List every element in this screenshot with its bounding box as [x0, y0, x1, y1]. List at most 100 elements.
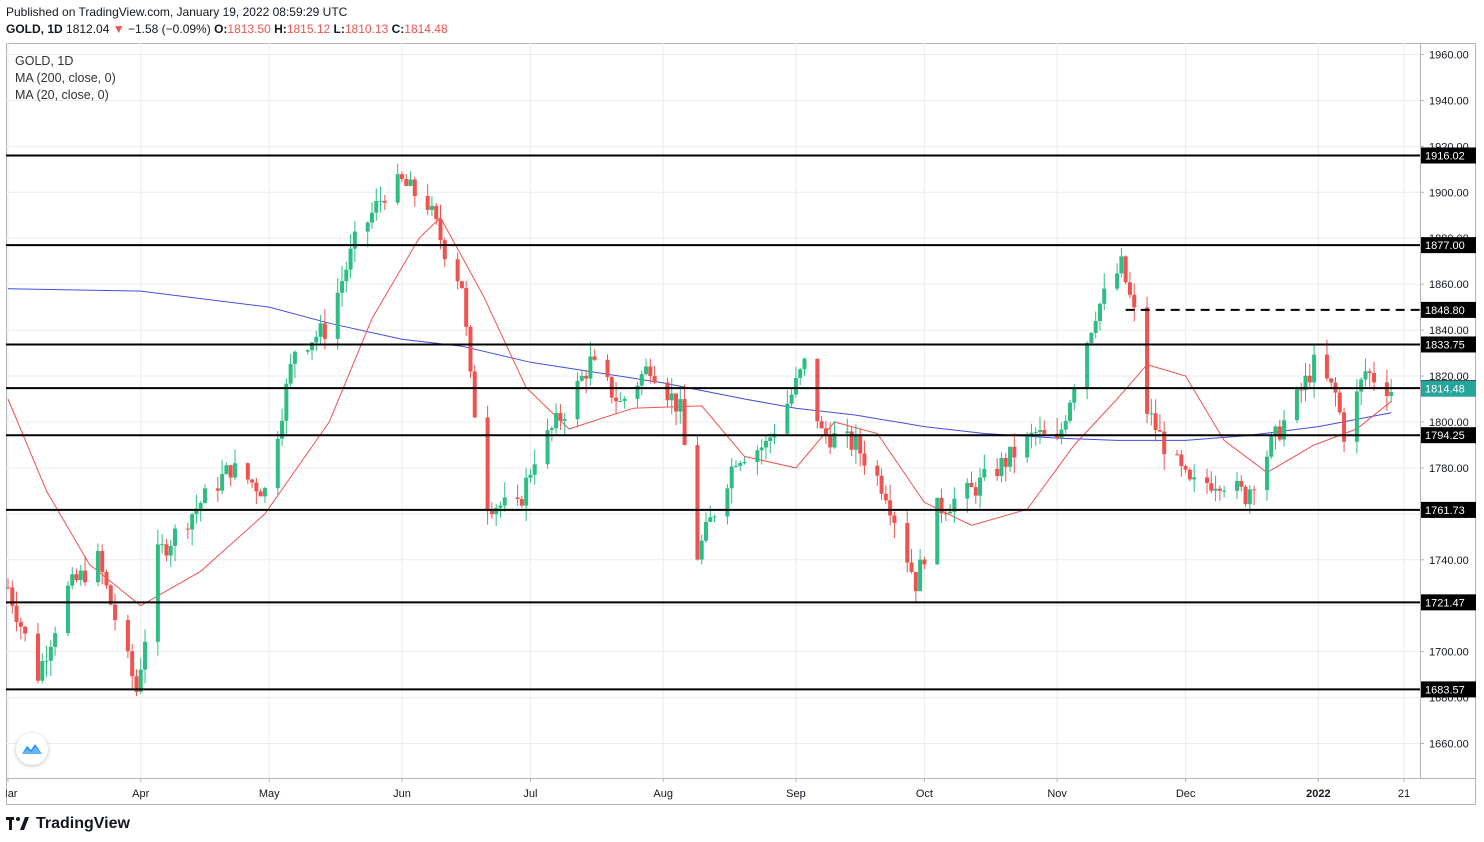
candle-down: [412, 179, 417, 196]
candle-down: [515, 497, 520, 500]
candle-up: [48, 646, 53, 661]
candle-down: [995, 468, 1000, 476]
x-tick-label: Dec: [1176, 788, 1196, 800]
footer-brand-label: TradingView: [36, 815, 130, 832]
candle-down: [558, 413, 563, 421]
candle-down: [1277, 426, 1282, 440]
candle-down: [823, 428, 828, 435]
candle-down: [1372, 372, 1377, 383]
candle-up: [639, 374, 644, 386]
candle-up: [759, 447, 764, 451]
candle-down: [1252, 489, 1257, 491]
candle-up: [1303, 375, 1308, 391]
candle-up: [1354, 391, 1359, 442]
candle-up: [143, 641, 148, 670]
candle-up: [575, 380, 580, 420]
tradingview-watermark-icon[interactable]: [16, 733, 48, 765]
candle-down: [973, 487, 978, 496]
candle-up: [742, 462, 747, 464]
x-tick-label: Nov: [1047, 788, 1067, 800]
candle-up: [1294, 389, 1299, 421]
y-tick-label: 1900.00: [1429, 187, 1469, 199]
candle-down: [113, 604, 118, 620]
candle-up: [669, 393, 674, 401]
level-label: 1877.00: [1425, 240, 1465, 252]
candle-down: [883, 493, 888, 501]
candle-down: [1157, 430, 1162, 432]
candle-down: [23, 626, 28, 634]
x-tick-label: Oct: [916, 788, 933, 800]
candle-down: [134, 676, 139, 692]
candle-up: [1192, 477, 1197, 480]
y-tick-label: 1800.00: [1429, 417, 1469, 429]
footer-brand[interactable]: TradingView: [6, 815, 130, 833]
candle-down: [1324, 354, 1329, 379]
candle-down: [164, 544, 169, 556]
candle-up: [798, 369, 803, 379]
candle-down: [258, 491, 263, 497]
candle-down: [913, 572, 918, 592]
candle-down: [652, 376, 657, 383]
candle-down: [459, 281, 464, 289]
candle-up: [53, 633, 58, 647]
candle-up: [1273, 426, 1278, 437]
ohlc-bar: GOLD, 1D 1812.04 ▼ −1.58 (−0.09%) O:1813…: [6, 22, 448, 36]
candle-up: [1008, 446, 1013, 467]
candle-down: [215, 488, 220, 491]
x-tick-label: Mar: [6, 788, 18, 800]
candle-down: [584, 375, 589, 379]
candle-up: [314, 336, 319, 343]
candle-up: [1038, 430, 1043, 433]
candle-down: [674, 393, 679, 412]
open-value: 1813.50: [227, 22, 271, 36]
price-chart[interactable]: 1660.001680.001700.001720.001740.001760.…: [6, 43, 1476, 805]
candle-down: [245, 463, 250, 480]
candle-up: [678, 399, 683, 412]
x-tick-label: Sep: [786, 788, 806, 800]
candle-down: [1217, 488, 1222, 491]
candle-up: [1063, 420, 1068, 430]
candle-down: [485, 417, 490, 511]
candle-up: [1119, 256, 1124, 274]
x-tick-label: Apr: [132, 788, 149, 800]
candle-down: [862, 453, 867, 466]
candle-up: [554, 413, 559, 429]
candle-up: [952, 498, 957, 512]
x-tick-label: Jul: [523, 788, 537, 800]
candle-up: [1363, 371, 1368, 380]
candle-down: [74, 574, 79, 581]
candle-up: [1085, 342, 1090, 389]
candle-down: [434, 205, 439, 220]
candle-down: [1179, 454, 1184, 466]
level-label-bg: [1421, 427, 1476, 444]
level-label-bg: [1421, 681, 1476, 698]
candle-up: [1029, 432, 1034, 436]
candle-up: [344, 269, 349, 282]
candle-down: [472, 371, 477, 418]
candle-up: [310, 342, 315, 351]
candle-down: [1337, 392, 1342, 413]
y-tick-label: 1940.00: [1429, 95, 1469, 107]
candle-down: [1012, 446, 1017, 458]
candle-up: [1089, 332, 1094, 343]
candle-down: [815, 358, 820, 422]
candle-up: [1097, 303, 1102, 322]
candle-up: [220, 474, 225, 491]
candle-up: [1025, 435, 1030, 458]
candle-down: [1307, 375, 1312, 383]
high-value: 1815.12: [286, 22, 331, 36]
last-price: 1812.04: [66, 22, 110, 36]
legend-ma200: MA (200, close, 0): [15, 71, 116, 85]
candle-up: [832, 433, 837, 448]
candle-up: [78, 570, 83, 581]
candle-down: [858, 435, 863, 454]
ma200-line: [7, 288, 1392, 441]
candle-up: [173, 528, 178, 546]
candle-down: [828, 434, 833, 448]
close-label: C:: [391, 22, 405, 36]
y-tick-label: 1960.00: [1429, 49, 1469, 61]
candle-down: [228, 465, 233, 478]
candle-down: [125, 619, 130, 652]
candle-down: [1329, 378, 1334, 383]
low-label: L:: [333, 22, 345, 36]
